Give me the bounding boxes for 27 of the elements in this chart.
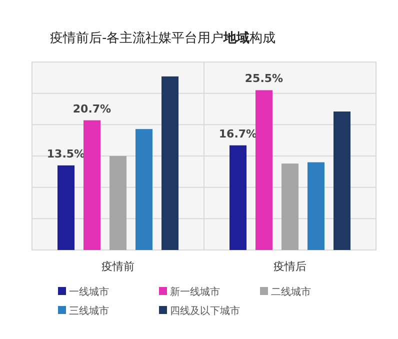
legend-label: 新一线城市 (170, 286, 220, 298)
bar (230, 145, 246, 250)
legend-label: 三线城市 (69, 305, 109, 317)
bar (334, 112, 350, 250)
legend-label: 一线城市 (69, 286, 109, 298)
bar (110, 156, 126, 250)
legend-item: 三线城市 (58, 306, 109, 317)
bar (58, 165, 74, 250)
data-label: 25.5% (244, 72, 284, 86)
x-tick-label: 疫情后 (274, 260, 306, 273)
data-label: 16.7% (218, 127, 258, 140)
bar (308, 162, 324, 250)
bar (84, 120, 100, 250)
bar (136, 129, 152, 250)
data-label: 13.5% (46, 147, 86, 160)
legend-item: 新一线城市 (159, 287, 220, 298)
bar (162, 76, 178, 250)
legend-label: 四线及以下城市 (170, 305, 240, 317)
legend-item: 一线城市 (58, 287, 109, 298)
x-tick-label: 疫情前 (102, 260, 134, 273)
legend-label: 二线城市 (271, 286, 311, 298)
data-label: 20.7% (72, 102, 112, 116)
chart-title: 疫情前后-各主流社媒平台用户地域构成 (50, 30, 276, 46)
legend-item: 四线及以下城市 (159, 306, 240, 317)
bar (256, 90, 272, 250)
bar (282, 164, 298, 250)
legend-item: 二线城市 (260, 287, 311, 298)
